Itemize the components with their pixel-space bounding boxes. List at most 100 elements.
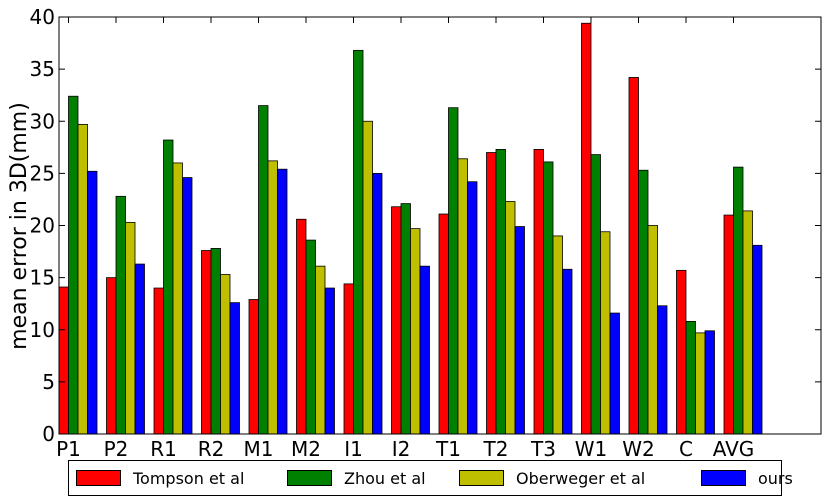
bar-oberweger-et-al-r1 bbox=[172, 162, 183, 435]
legend-swatch-zhou bbox=[287, 470, 332, 486]
bar-ours-r2 bbox=[229, 302, 240, 435]
bar-zhou-et-al-w2 bbox=[638, 169, 649, 435]
bar-zhou-et-al-t1 bbox=[448, 107, 459, 435]
bar-zhou-et-al-m1 bbox=[258, 105, 269, 435]
y-tick-label: 15 bbox=[30, 266, 55, 290]
x-tick-label-m2: M2 bbox=[291, 437, 321, 460]
x-tick-label-t1: T1 bbox=[435, 437, 461, 460]
legend-swatch-ours bbox=[701, 470, 746, 486]
bar-ours-i2 bbox=[419, 265, 430, 435]
bar-ours-w2 bbox=[657, 305, 668, 435]
x-tick-label-w1: W1 bbox=[575, 437, 608, 460]
x-tick-label-p2: P2 bbox=[104, 437, 129, 460]
y-tick-label: 25 bbox=[30, 161, 55, 185]
bar-oberweger-et-al-m2 bbox=[315, 265, 326, 435]
bar-tompson-et-al-c bbox=[676, 269, 687, 435]
y-axis-label: mean error in 3D(mm) bbox=[7, 102, 32, 350]
bar-ours-w1 bbox=[609, 312, 620, 435]
bar-tompson-et-al-r2 bbox=[201, 250, 212, 435]
bar-ours-m1 bbox=[277, 168, 288, 435]
bar-ours-c bbox=[704, 330, 715, 435]
bar-tompson-et-al-avg bbox=[723, 214, 734, 435]
bar-ours-i1 bbox=[372, 172, 383, 435]
y-tick-label: 5 bbox=[42, 370, 55, 394]
bar-oberweger-et-al-t1 bbox=[457, 158, 468, 435]
legend-label-oberweger: Oberweger et al bbox=[516, 468, 646, 488]
bar-zhou-et-al-m2 bbox=[305, 239, 316, 435]
legend-item-oberweger: Oberweger et al bbox=[459, 461, 645, 495]
bar-tompson-et-al-m2 bbox=[296, 218, 307, 435]
bar-zhou-et-al-c bbox=[685, 321, 696, 435]
bar-zhou-et-al-t2 bbox=[495, 148, 506, 435]
legend-label-zhou: Zhou et al bbox=[344, 468, 426, 488]
bar-tompson-et-al-t3 bbox=[533, 148, 544, 435]
bar-tompson-et-al-p1 bbox=[58, 286, 69, 435]
bar-oberweger-et-al-t2 bbox=[505, 201, 516, 435]
x-tick-label-w2: W2 bbox=[622, 437, 655, 460]
x-tick-label-r2: R2 bbox=[198, 437, 225, 460]
y-tick-label: 10 bbox=[30, 318, 55, 342]
x-tick-label-c: C bbox=[679, 437, 693, 460]
legend-label-tompson: Tompson et al bbox=[133, 468, 245, 488]
legend-item-ours: ours bbox=[701, 461, 793, 495]
bar-zhou-et-al-r2 bbox=[210, 248, 221, 435]
bar-oberweger-et-al-c bbox=[695, 332, 706, 435]
bar-zhou-et-al-w1 bbox=[590, 154, 601, 435]
bar-zhou-et-al-i2 bbox=[400, 203, 411, 435]
bar-zhou-et-al-r1 bbox=[163, 139, 174, 435]
bar-ours-m2 bbox=[324, 287, 335, 435]
bar-oberweger-et-al-p2 bbox=[125, 221, 136, 435]
bar-ours-t2 bbox=[514, 226, 525, 435]
bar-oberweger-et-al-w2 bbox=[647, 225, 658, 435]
bar-oberweger-et-al-i2 bbox=[410, 228, 421, 435]
bar-ours-avg bbox=[752, 244, 763, 435]
bar-ours-r1 bbox=[182, 177, 193, 435]
y-tick-label: 20 bbox=[30, 214, 55, 238]
legend-item-tompson: Tompson et al bbox=[76, 461, 244, 495]
bar-oberweger-et-al-avg bbox=[742, 210, 753, 435]
legend-item-zhou: Zhou et al bbox=[287, 461, 426, 495]
bar-ours-t3 bbox=[562, 268, 573, 435]
bar-tompson-et-al-t1 bbox=[438, 213, 449, 435]
bar-ours-p2 bbox=[134, 263, 145, 435]
bar-tompson-et-al-m1 bbox=[248, 299, 259, 435]
x-tick-label-i2: I2 bbox=[392, 437, 411, 460]
bar-zhou-et-al-t3 bbox=[543, 161, 554, 435]
bar-oberweger-et-al-m1 bbox=[267, 160, 278, 435]
x-tick-label-avg: AVG bbox=[713, 437, 755, 460]
bar-chart: 0 5 10 15 20 25 30 35 40 P1 P2 R1 R2 M1 M2 I1 I2 T1 T2 T3 W1… bbox=[7, 5, 822, 460]
x-tick-label-r1: R1 bbox=[150, 437, 177, 460]
bar-zhou-et-al-avg bbox=[733, 166, 744, 435]
bar-ours-p1 bbox=[87, 170, 98, 435]
bar-oberweger-et-al-i1 bbox=[362, 120, 373, 435]
axes-group: 0 5 10 15 20 25 30 35 40 P1 P2 R1 R2 M1 M2 I1 I2 T1 T2 T3 W1… bbox=[30, 5, 822, 460]
bar-oberweger-et-al-p1 bbox=[77, 123, 88, 435]
y-tick-label: 40 bbox=[30, 5, 55, 29]
bar-tompson-et-al-w1 bbox=[581, 22, 592, 435]
bar-zhou-et-al-i1 bbox=[353, 49, 364, 435]
legend: Tompson et al Zhou et al Oberweger et al… bbox=[68, 460, 793, 496]
legend-label-ours: ours bbox=[758, 468, 793, 488]
bar-oberweger-et-al-t3 bbox=[552, 235, 563, 435]
bars-group bbox=[58, 22, 763, 435]
y-tick-label: 0 bbox=[42, 422, 55, 446]
bar-tompson-et-al-i2 bbox=[391, 206, 402, 435]
bar-tompson-et-al-p2 bbox=[106, 277, 117, 435]
bar-zhou-et-al-p1 bbox=[68, 95, 79, 435]
legend-swatch-tompson bbox=[76, 470, 121, 486]
bar-oberweger-et-al-w1 bbox=[600, 231, 611, 435]
y-tick-label: 35 bbox=[30, 57, 55, 81]
bar-oberweger-et-al-r2 bbox=[220, 274, 231, 435]
bar-tompson-et-al-w2 bbox=[628, 77, 639, 435]
bar-tompson-et-al-i1 bbox=[343, 283, 354, 435]
x-tick-label-m1: M1 bbox=[244, 437, 274, 460]
bar-zhou-et-al-p2 bbox=[115, 195, 126, 435]
bar-tompson-et-al-r1 bbox=[153, 287, 164, 435]
bar-ours-t1 bbox=[467, 181, 478, 435]
legend-swatch-oberweger bbox=[459, 470, 504, 486]
x-tick-label-t2: T2 bbox=[483, 437, 509, 460]
y-tick-label: 30 bbox=[30, 109, 55, 133]
x-tick-label-t3: T3 bbox=[530, 437, 556, 460]
bar-tompson-et-al-t2 bbox=[486, 152, 497, 435]
x-tick-label-i1: I1 bbox=[344, 437, 363, 460]
